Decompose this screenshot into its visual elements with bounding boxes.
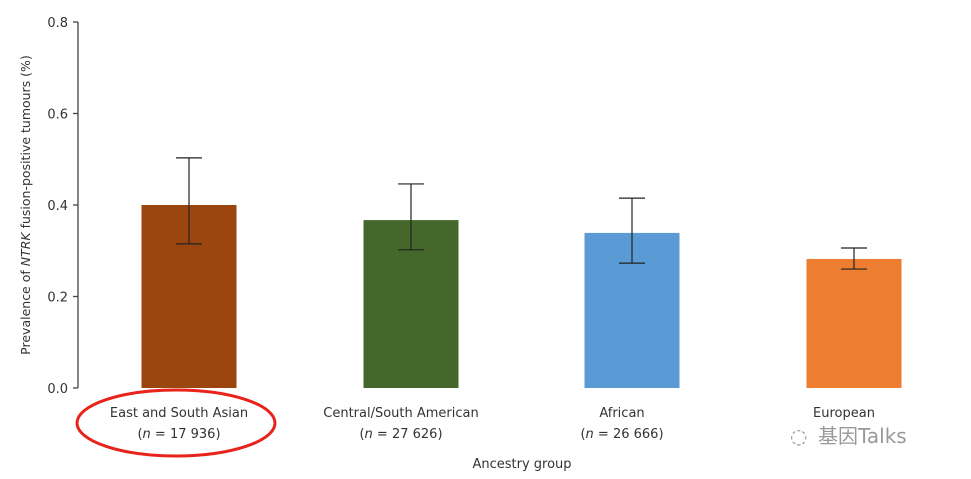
highlight-circle: [75, 388, 277, 458]
watermark: ◌ 基因Talks: [790, 424, 907, 448]
category-label: African: [599, 406, 644, 421]
y-tick-label: 0.6: [47, 108, 68, 123]
wechat-icon: ◌: [790, 424, 807, 448]
y-tick-label: 0.0: [47, 382, 68, 397]
y-tick-label: 0.2: [47, 291, 68, 306]
y-axis-label: Prevalence of NTRK fusion-positive tumou…: [18, 55, 33, 355]
sample-size-label: (n = 27 626): [359, 427, 442, 442]
category-label: Central/South American: [323, 406, 479, 421]
sample-size-label: (n = 17 936): [137, 427, 220, 442]
x-axis-label: Ancestry group: [472, 457, 571, 472]
watermark-text: 基因Talks: [818, 424, 907, 448]
sample-size-label: (n = 26 666): [580, 427, 663, 442]
y-tick-label: 0.4: [47, 199, 68, 214]
category-label: European: [813, 406, 875, 421]
category-label: East and South Asian: [110, 406, 248, 421]
bar: [806, 258, 902, 388]
y-tick-label: 0.8: [47, 16, 68, 31]
